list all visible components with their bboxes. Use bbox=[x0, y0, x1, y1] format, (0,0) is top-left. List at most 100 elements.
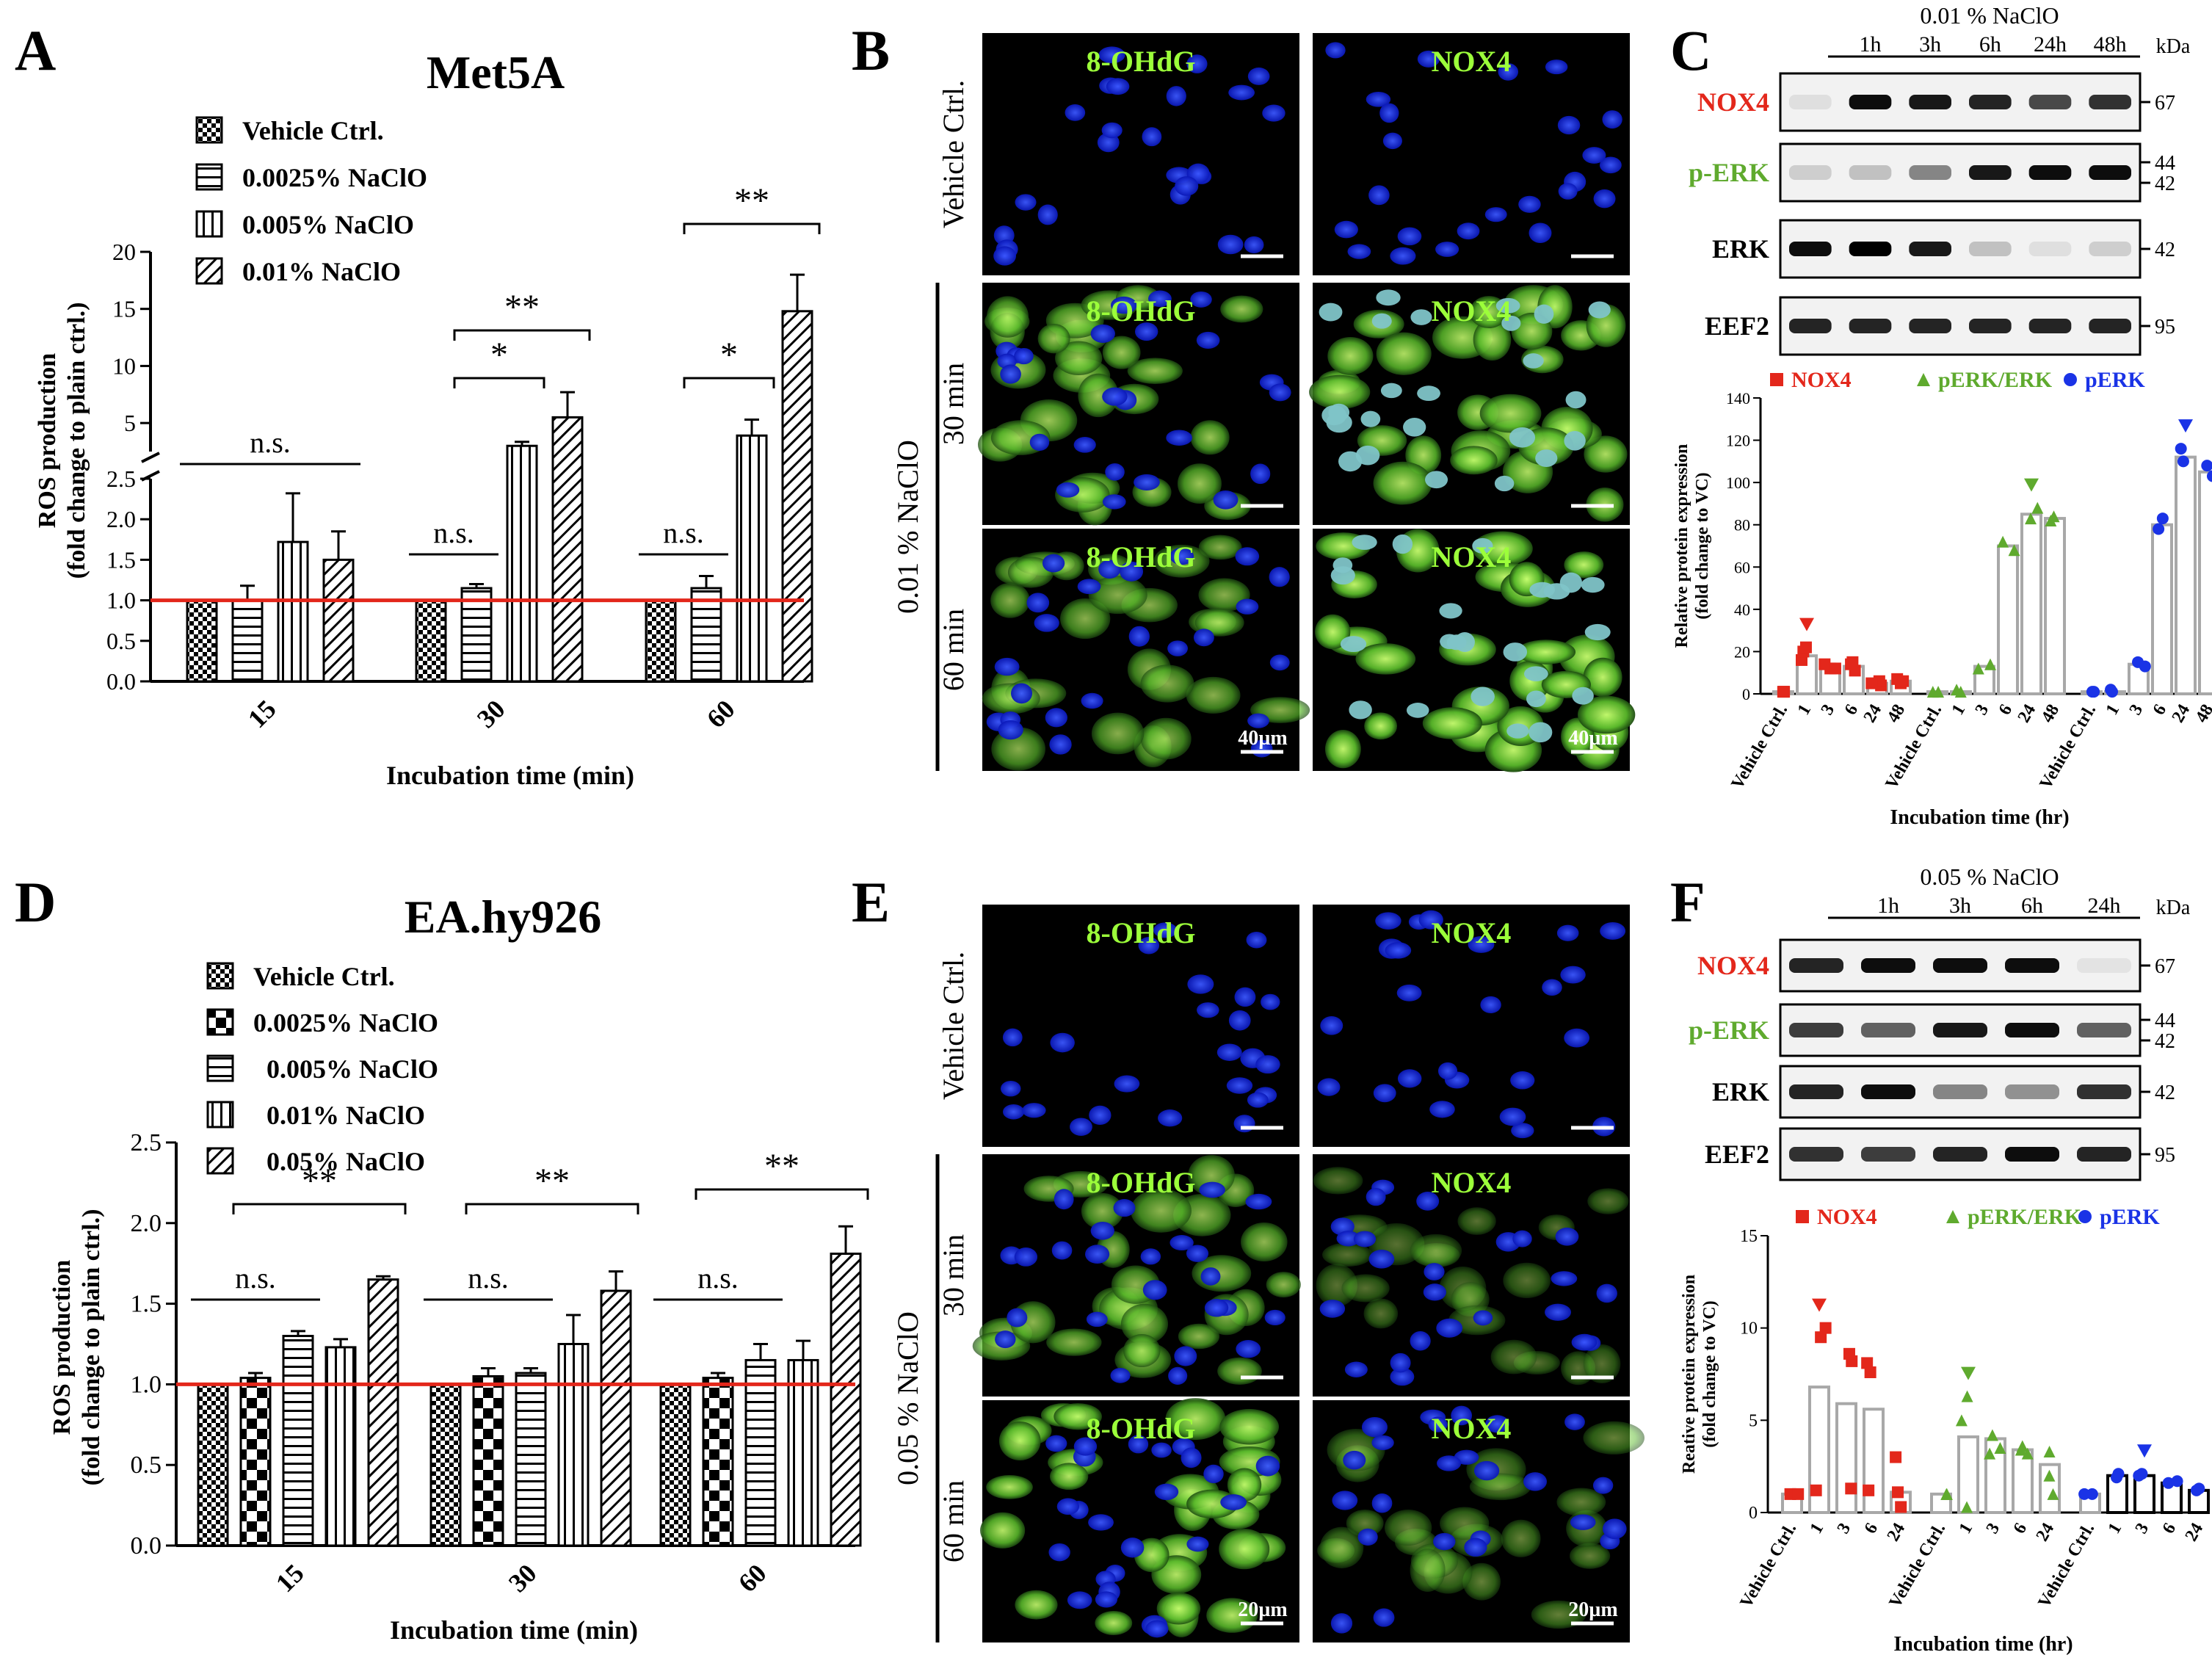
chart-a-bars bbox=[151, 273, 813, 683]
blot-band bbox=[2077, 1147, 2131, 1162]
cell-cytoplasm bbox=[1450, 446, 1498, 475]
cell-nucleus bbox=[1471, 687, 1495, 706]
bar bbox=[2175, 455, 2197, 695]
blot-band bbox=[1789, 165, 1832, 180]
triangle-marker bbox=[2015, 1444, 2027, 1456]
cell-nucleus bbox=[1186, 1245, 1209, 1262]
cell-cytoplasm bbox=[1198, 535, 1242, 560]
cell-nucleus bbox=[1233, 1115, 1255, 1133]
cell-nucleus bbox=[1140, 1248, 1161, 1265]
significance-bracket bbox=[695, 1188, 869, 1200]
cell-nucleus bbox=[1523, 1472, 1547, 1491]
cell-nucleus bbox=[1330, 566, 1355, 585]
cell-nucleus bbox=[1599, 156, 1622, 174]
square-marker bbox=[1799, 641, 1812, 653]
blot-band bbox=[2005, 1084, 2059, 1099]
square-marker bbox=[1818, 658, 1831, 670]
x-tick-label: 24 bbox=[2182, 1520, 2208, 1545]
cell-nucleus bbox=[1235, 547, 1260, 566]
y-tick-label: 5 bbox=[124, 410, 136, 436]
circle-marker bbox=[2156, 512, 2169, 525]
cell-cytoplasm bbox=[1564, 551, 1604, 579]
significance-bracket bbox=[465, 1203, 639, 1214]
cell-nucleus bbox=[1234, 987, 1256, 1007]
legend-swatch bbox=[195, 163, 223, 191]
panel-letter-d: D bbox=[15, 870, 56, 934]
cell-nucleus bbox=[1153, 922, 1178, 938]
cell-nucleus bbox=[1390, 1367, 1415, 1386]
cell-nucleus bbox=[1510, 1071, 1535, 1090]
y-tick-label: 1.5 bbox=[106, 546, 136, 573]
legend-label: 0.01% NaClO bbox=[242, 257, 401, 286]
x-tick-label: 1 bbox=[1794, 701, 1816, 718]
cell-nucleus bbox=[1571, 1333, 1598, 1351]
cell-nucleus bbox=[1262, 104, 1286, 122]
x-tick-label: 1 bbox=[2105, 1520, 2126, 1537]
blot-band bbox=[2077, 1023, 2131, 1037]
bar bbox=[186, 599, 218, 683]
legend-label: pERK bbox=[2085, 368, 2145, 392]
y-tick-label: 120 bbox=[1726, 432, 1750, 450]
chart-d-ylabel-line1: ROS production bbox=[48, 1260, 76, 1435]
x-tick-label: 6 bbox=[2010, 1520, 2031, 1537]
bar bbox=[231, 599, 264, 683]
kda-value: 95 bbox=[2155, 1144, 2175, 1167]
cell-nucleus bbox=[1145, 1620, 1169, 1638]
cell-nucleus bbox=[1111, 296, 1137, 314]
x-tick-label: 1 bbox=[1948, 701, 1970, 718]
square-marker bbox=[1865, 677, 1878, 689]
cell-nucleus bbox=[1565, 391, 1587, 409]
cell-cytoplasm bbox=[1050, 1463, 1089, 1491]
blot-band bbox=[2028, 95, 2072, 109]
micrograph-panel-b: 8-OHdG NOX4 Vehicle Ctrl. 8-OHdG NOX4 30 min 8… bbox=[891, 33, 1636, 772]
significance-bracket bbox=[453, 329, 591, 341]
chart-d-xlabel: Incubation time (min) bbox=[390, 1615, 638, 1645]
cell-nucleus bbox=[1360, 410, 1381, 427]
blot-band bbox=[1789, 242, 1832, 256]
triangle-marker bbox=[1917, 373, 1930, 386]
cell-nucleus bbox=[1473, 1460, 1500, 1481]
bar bbox=[2151, 523, 2173, 696]
blot-time-label: 1h bbox=[1877, 894, 1899, 918]
x-tick-label: 3 bbox=[2132, 1520, 2153, 1537]
cell-nucleus bbox=[1228, 1010, 1251, 1031]
cell-cytoplasm bbox=[1355, 643, 1416, 675]
x-tick-label: 3 bbox=[2126, 701, 2147, 718]
cell-nucleus bbox=[1375, 912, 1401, 930]
cell-cytoplasm bbox=[1217, 1357, 1262, 1385]
cell-nucleus bbox=[1204, 1299, 1229, 1317]
blot-band bbox=[1909, 95, 1951, 109]
cell-nucleus bbox=[1045, 708, 1067, 728]
cell-nucleus bbox=[1247, 1092, 1269, 1108]
cell-nucleus bbox=[1095, 1591, 1118, 1608]
cell-nucleus bbox=[1056, 1498, 1080, 1515]
cell-cytoplasm bbox=[1364, 712, 1398, 740]
cell-nucleus bbox=[1193, 629, 1214, 647]
cell-nucleus bbox=[1423, 1283, 1446, 1301]
cell-cytoplasm bbox=[1516, 640, 1576, 664]
bar bbox=[324, 1346, 357, 1547]
x-tick-label: 15 bbox=[242, 694, 282, 734]
y-tick-label: 15 bbox=[1740, 1227, 1758, 1246]
circle-marker bbox=[2078, 1488, 2091, 1500]
square-marker bbox=[1770, 373, 1783, 386]
cell-nucleus bbox=[1551, 1271, 1578, 1286]
circle-marker bbox=[2201, 460, 2212, 472]
x-axis-label: Incubation time (hr) bbox=[1890, 806, 2069, 829]
y-tick-label: 2.5 bbox=[106, 466, 136, 492]
cell-nucleus bbox=[1199, 1181, 1225, 1198]
cell-nucleus bbox=[1067, 1591, 1092, 1609]
highlight-arrow bbox=[1799, 617, 1814, 631]
cell-nucleus bbox=[1382, 132, 1402, 150]
cell-nucleus bbox=[1371, 1493, 1393, 1513]
blot-band bbox=[1969, 165, 2012, 180]
cell-cytoplasm bbox=[1241, 1222, 1288, 1262]
y-tick-label: 1.0 bbox=[106, 587, 136, 614]
blot-row-label: EEF2 bbox=[1705, 311, 1769, 341]
cell-nucleus bbox=[1216, 1043, 1242, 1061]
micrograph-row-label: 30 min bbox=[937, 1234, 970, 1316]
micrograph-column-label: NOX4 bbox=[1432, 1166, 1512, 1199]
y-tick-label: 80 bbox=[1734, 516, 1750, 535]
micrograph-row-label: Vehicle Ctrl. bbox=[937, 80, 970, 228]
cell-nucleus bbox=[1392, 534, 1413, 554]
